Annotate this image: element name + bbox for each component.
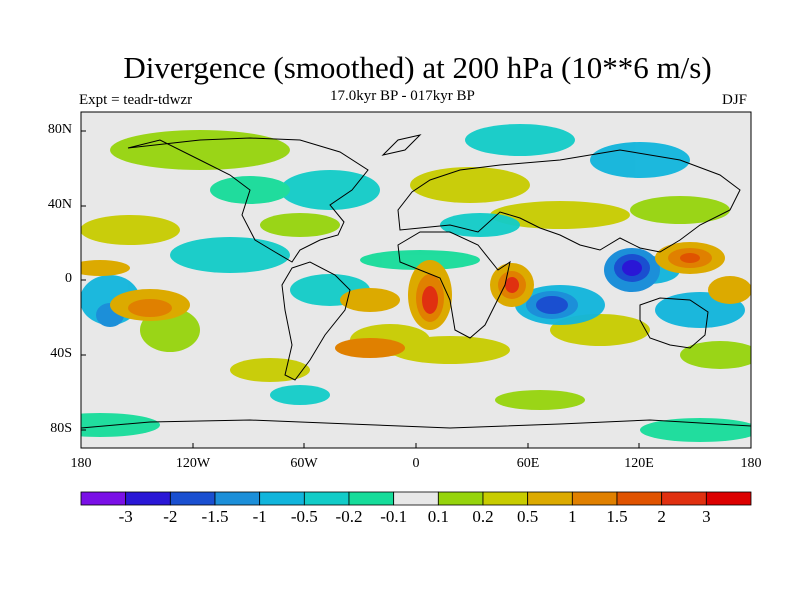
colorbar-label: 0.1 [427,507,449,526]
colorbar-swatch [527,491,573,506]
colorbar-swatch [482,491,529,506]
lon-label-120e: 120E [624,456,654,471]
lat-label-80s: 80S [50,421,72,436]
lon-label-180e: 180 [740,456,762,471]
colorbar-swatch [616,491,663,506]
period-label: 17.0kyr BP - 017kyr BP [330,88,475,104]
lat-label-0: 0 [65,271,72,286]
lat-label-40n: 40N [47,197,72,212]
colorbar-swatch [80,491,127,506]
colorbar-swatch [259,491,305,506]
lon-label-60e: 60E [516,456,540,471]
colorbar-swatch [393,491,439,506]
lon-label-120w: 120W [175,456,211,471]
lat-label-80n: 80N [47,122,72,137]
colorbar-label: 2 [657,507,666,526]
colorbar-label: -1.5 [201,507,229,526]
colorbar-label: -0.1 [380,507,408,526]
colorbar-label: 1 [568,507,577,526]
experiment-label: Expt = teadr-tdwzr [79,92,193,108]
lat-label-40s: 40S [50,346,72,361]
colorbar-label: -0.2 [335,507,363,526]
colorbar-swatch [437,491,484,506]
colorbar-swatch [661,491,707,506]
colorbar-label: 1.5 [606,507,628,526]
season-label: DJF [722,92,748,108]
ticks [80,130,752,448]
colorbar-label: 3 [702,507,711,526]
colorbar-label: 0.2 [472,507,494,526]
colorbar-swatch [169,491,216,506]
colorbar-swatch [303,491,350,506]
colorbar-swatch [705,491,752,506]
colorbar-swatch [571,491,618,506]
lon-label-180w: 180 [70,456,92,471]
plot-title: Divergence (smoothed) at 200 hPa (10**6 … [123,50,712,85]
colorbar-label: -3 [118,507,133,526]
colorbar-label: -1 [252,507,267,526]
colorbar-swatch [125,491,171,506]
colorbar-label: -2 [163,507,178,526]
lon-label-60w: 60W [290,456,318,471]
colorbar-label: 0.5 [517,507,539,526]
colorbar-swatch [348,491,395,506]
colorbar-swatch [214,491,261,506]
lon-label-0: 0 [412,456,420,471]
coastlines [81,134,751,429]
colorbar [80,491,752,506]
colorbar-label: -0.5 [290,507,318,526]
